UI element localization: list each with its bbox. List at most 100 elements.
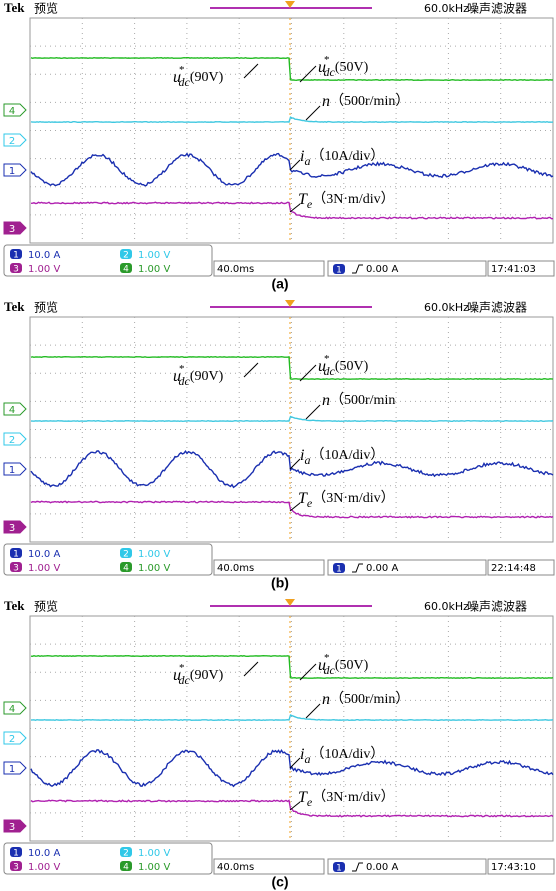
channel-badge-label: 2: [123, 251, 129, 261]
annotation: n（500r/min: [322, 392, 395, 409]
annotation-sup: *: [179, 64, 185, 76]
channel-marker-label: 4: [9, 405, 15, 416]
channel-marker-label: 1: [9, 764, 15, 775]
channel-scale: 1.00 V: [138, 250, 170, 261]
annotation-text: (50V): [335, 60, 369, 75]
mode: 预览: [34, 1, 58, 16]
annotation-symbol: n: [322, 392, 330, 409]
channel-marker-label: 4: [9, 704, 15, 715]
annotation: n（500r/min）: [322, 93, 409, 110]
clock: 22:14:48: [491, 563, 536, 574]
filter: 60.0kHz: [424, 2, 469, 15]
channel-badge-label: 4: [123, 564, 129, 574]
brand: Tek: [4, 598, 25, 613]
annotation-text: （3N·m/div）: [312, 191, 394, 207]
filter-label: 噪声滤波器: [467, 2, 527, 16]
trigger-level: 0.00 A: [366, 563, 398, 574]
screen-bg: [0, 0, 556, 278]
filter-label: 噪声滤波器: [467, 600, 527, 614]
channel-marker-label: 1: [9, 465, 15, 476]
channel-scale: 1.00 V: [28, 563, 60, 574]
channel-scale: 1.00 V: [138, 549, 170, 560]
trigger-level: 0.00 A: [366, 862, 398, 873]
screen-bg: [0, 299, 556, 577]
annotation-sup: *: [324, 652, 330, 664]
channel-scale: 1.00 V: [138, 264, 170, 275]
channel-marker-label: 2: [9, 734, 15, 745]
annotation-text: (50V): [335, 359, 369, 374]
channel-badge-label: 3: [13, 863, 19, 873]
timebase: 40.0ms: [217, 264, 254, 275]
annotation-text: (50V): [335, 658, 369, 673]
filter: 60.0kHz: [424, 301, 469, 314]
trigger-channel: 1: [336, 266, 342, 276]
channel-marker-label: 1: [9, 166, 15, 177]
annotation-text: (90V): [190, 369, 224, 384]
annotation-text: （10A/div）: [310, 148, 384, 164]
channel-scale: 10.0 A: [28, 250, 60, 261]
mode: 预览: [34, 599, 58, 614]
clock: 17:41:03: [491, 264, 536, 275]
channel-scale: 1.00 V: [138, 862, 170, 873]
channel-badge-label: 4: [123, 265, 129, 275]
channel-scale: 10.0 A: [28, 848, 60, 859]
trigger-channel: 1: [336, 864, 342, 874]
channel-marker-label: 4: [9, 106, 15, 117]
brand: Tek: [4, 299, 25, 314]
figure: Tek预览60.0kHz噪声滤波器4213u*dc(90V)u*dc(50V)n…: [0, 0, 556, 891]
annotation-sub: dc: [324, 663, 336, 677]
trigger-level: 0.00 A: [366, 264, 398, 275]
filter: 60.0kHz: [424, 600, 469, 613]
caption: (a): [271, 276, 288, 292]
channel-scale: 1.00 V: [28, 862, 60, 873]
annotation-text: (90V): [190, 668, 224, 683]
clock: 17:43:10: [491, 862, 536, 873]
body: Tek预览60.0kHz噪声滤波器4213u*dc(90V)u*dc(50V)n…: [0, 0, 556, 891]
channel-marker-label: 3: [9, 822, 15, 833]
scope-panel: Tek预览60.0kHz噪声滤波器4213u*dc(90V)u*dc(50V)n…: [0, 299, 556, 591]
channel-badge-label: 2: [123, 550, 129, 560]
annotation-sup: *: [179, 363, 185, 375]
annotation-text: （3N·m/div）: [312, 789, 394, 805]
caption: (c): [271, 874, 288, 890]
annotation-symbol: n: [322, 691, 330, 708]
annotation-text: （500r/min）: [330, 691, 409, 707]
annotation-sup: *: [324, 353, 330, 365]
channel-scale: 1.00 V: [28, 264, 60, 275]
annotation-symbol: n: [322, 93, 330, 110]
annotation-sub: dc: [179, 75, 191, 89]
channel-marker-label: 3: [9, 224, 15, 235]
annotation-sub: dc: [179, 673, 191, 687]
annotation-sub: dc: [324, 65, 336, 79]
channel-marker-label: 2: [9, 136, 15, 147]
annotation-text: （500r/min）: [330, 93, 409, 109]
channel-badge-label: 1: [13, 251, 19, 261]
annotation-text: （10A/div）: [310, 447, 384, 463]
channel-badge-label: 2: [123, 849, 129, 859]
channel-badge-label: 1: [13, 550, 19, 560]
annotation-text: （3N·m/div）: [312, 490, 394, 506]
annotation-text: （10A/div）: [310, 746, 384, 762]
timebase: 40.0ms: [217, 862, 254, 873]
annotation: n（500r/min）: [322, 691, 409, 708]
channel-badge-label: 4: [123, 863, 129, 873]
channel-marker-label: 2: [9, 435, 15, 446]
channel-scale: 1.00 V: [138, 563, 170, 574]
brand: Tek: [4, 0, 25, 15]
page: {"panels":[ {"header":{"brand":"Tek","mo…: [0, 0, 556, 891]
filter-label: 噪声滤波器: [467, 301, 527, 315]
annotation-sup: *: [179, 662, 185, 674]
caption: (b): [271, 575, 289, 591]
channel-marker-label: 3: [9, 523, 15, 534]
channel-scale: 10.0 A: [28, 549, 60, 560]
channel-badge-label: 3: [13, 265, 19, 275]
channel-scale: 1.00 V: [138, 848, 170, 859]
annotation-text: （500r/min: [330, 392, 395, 408]
annotation-sub: dc: [324, 364, 336, 378]
timebase: 40.0ms: [217, 563, 254, 574]
screen-bg: [0, 598, 556, 876]
mode: 预览: [34, 300, 58, 315]
trigger-box: [328, 560, 486, 575]
